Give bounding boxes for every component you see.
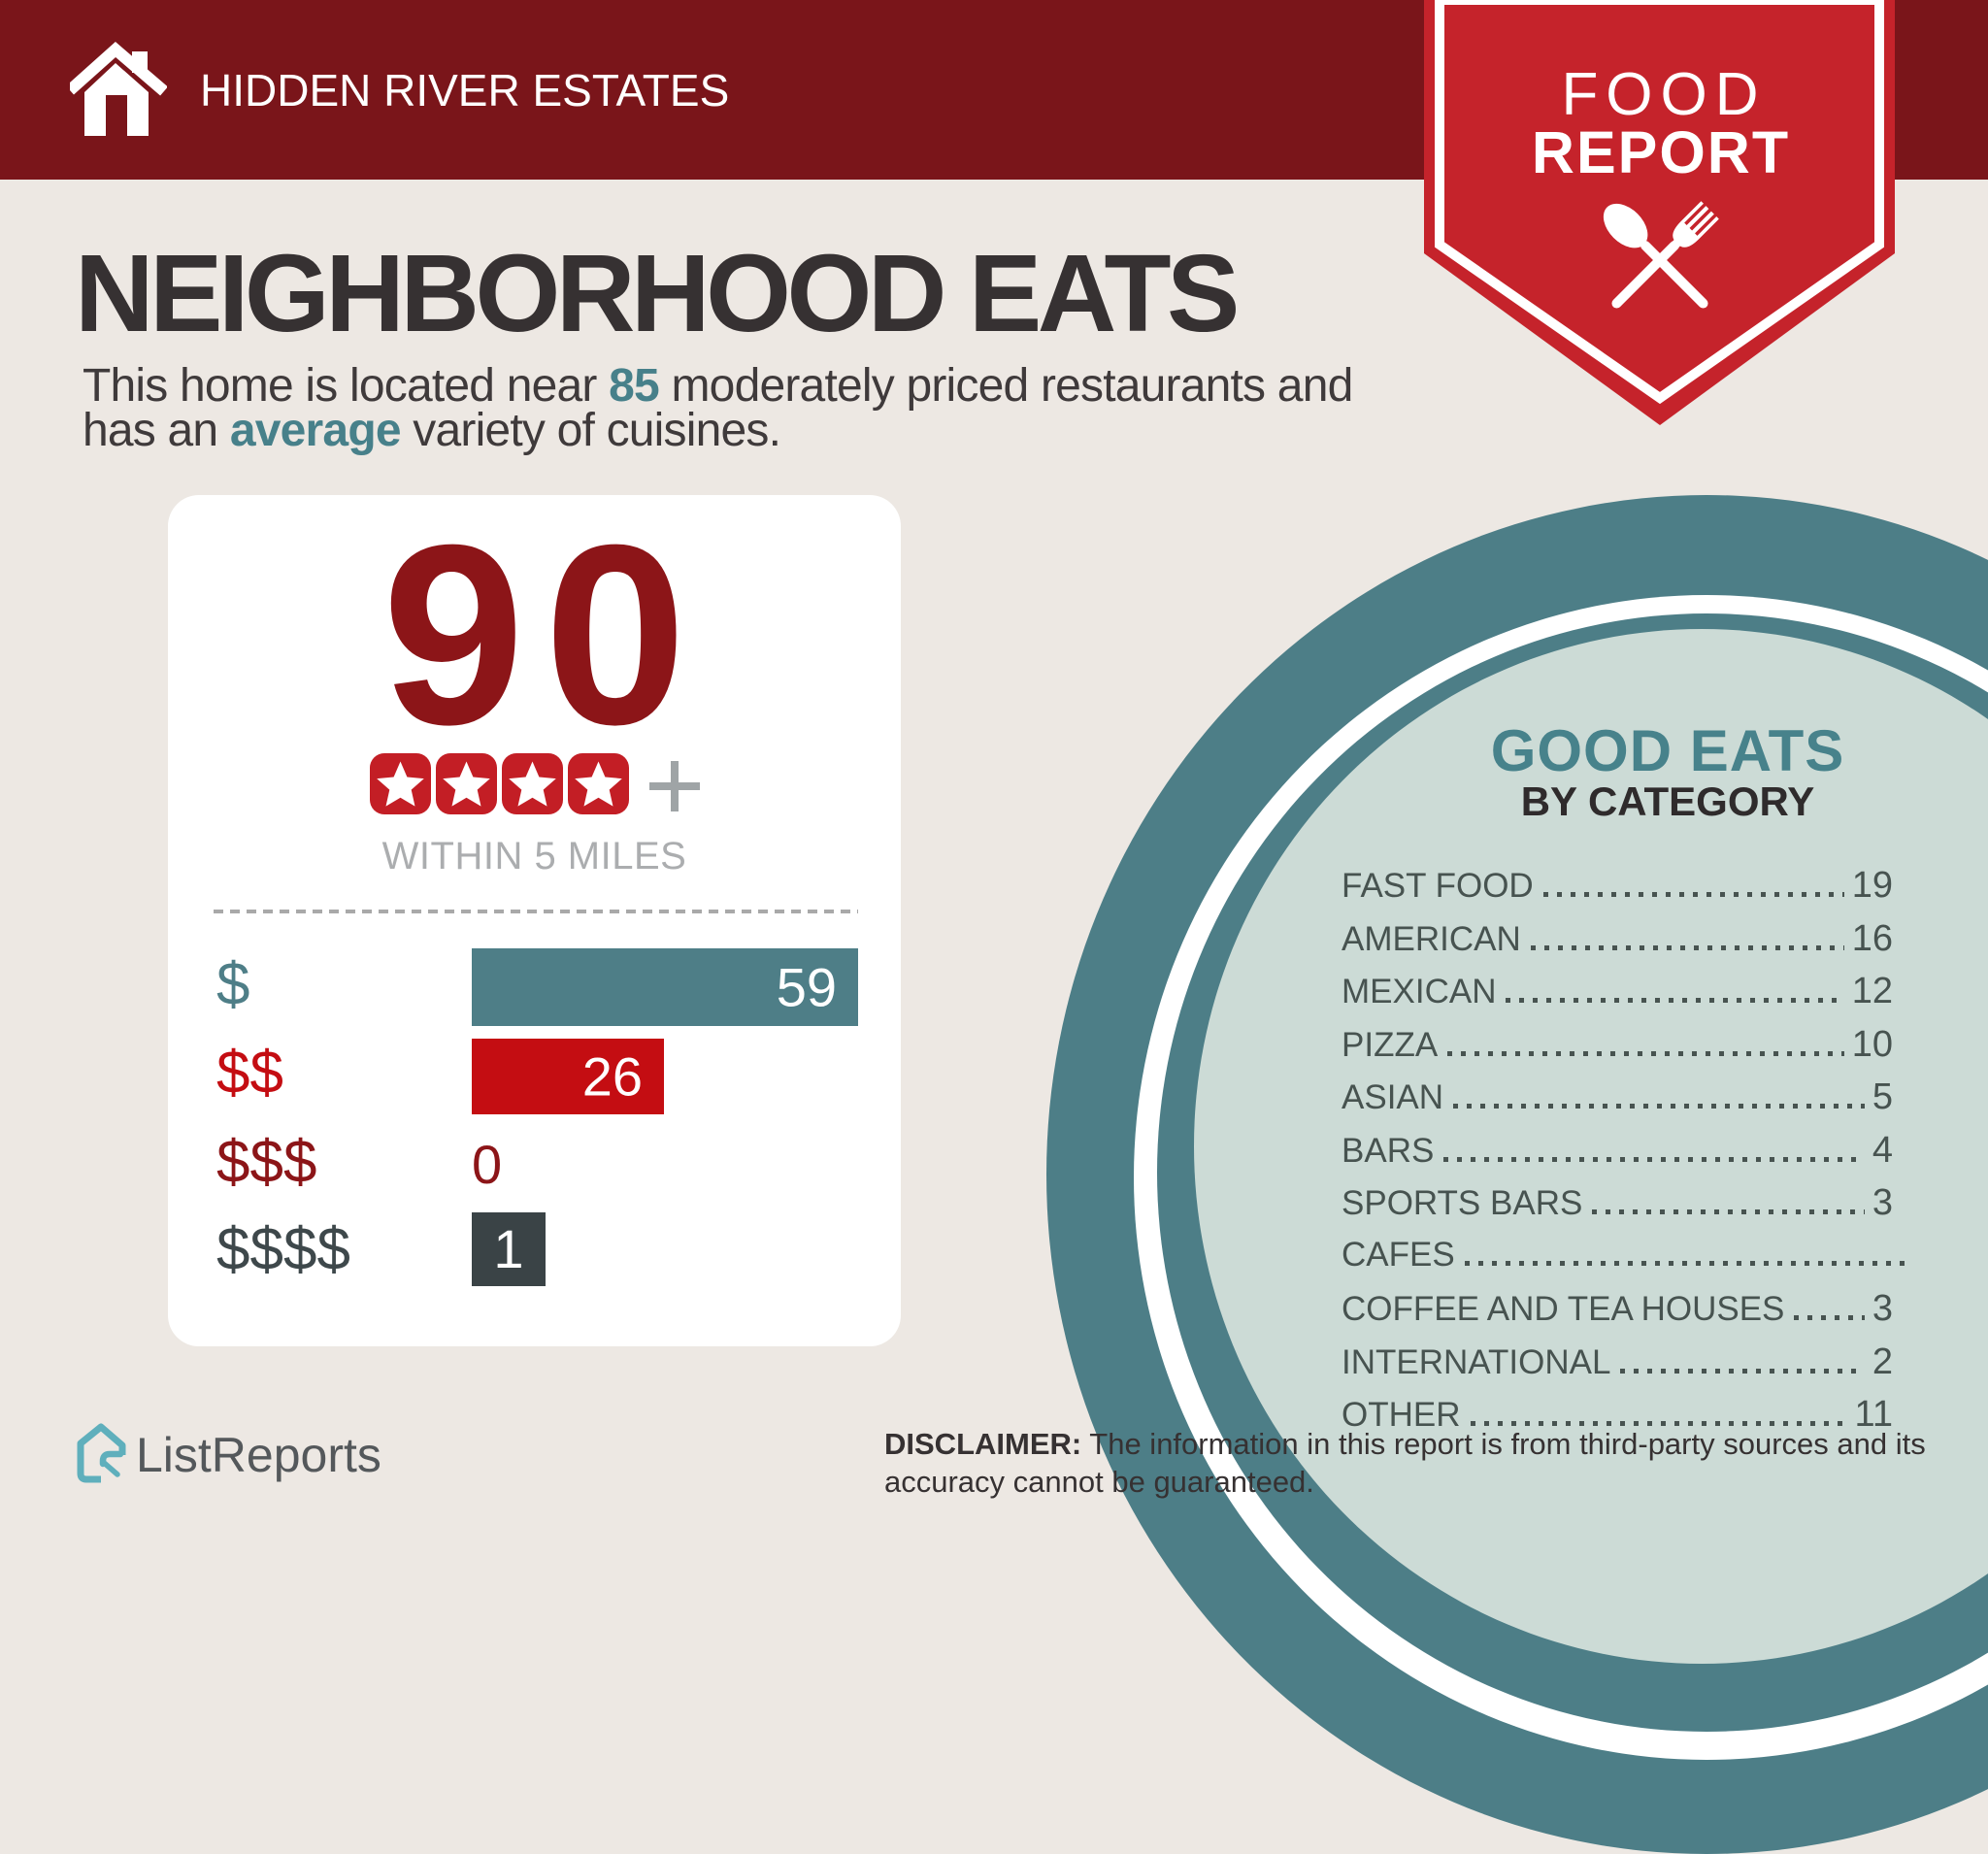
svg-text:REPORT: REPORT xyxy=(1532,119,1790,185)
svg-text:FOOD: FOOD xyxy=(1561,61,1766,128)
